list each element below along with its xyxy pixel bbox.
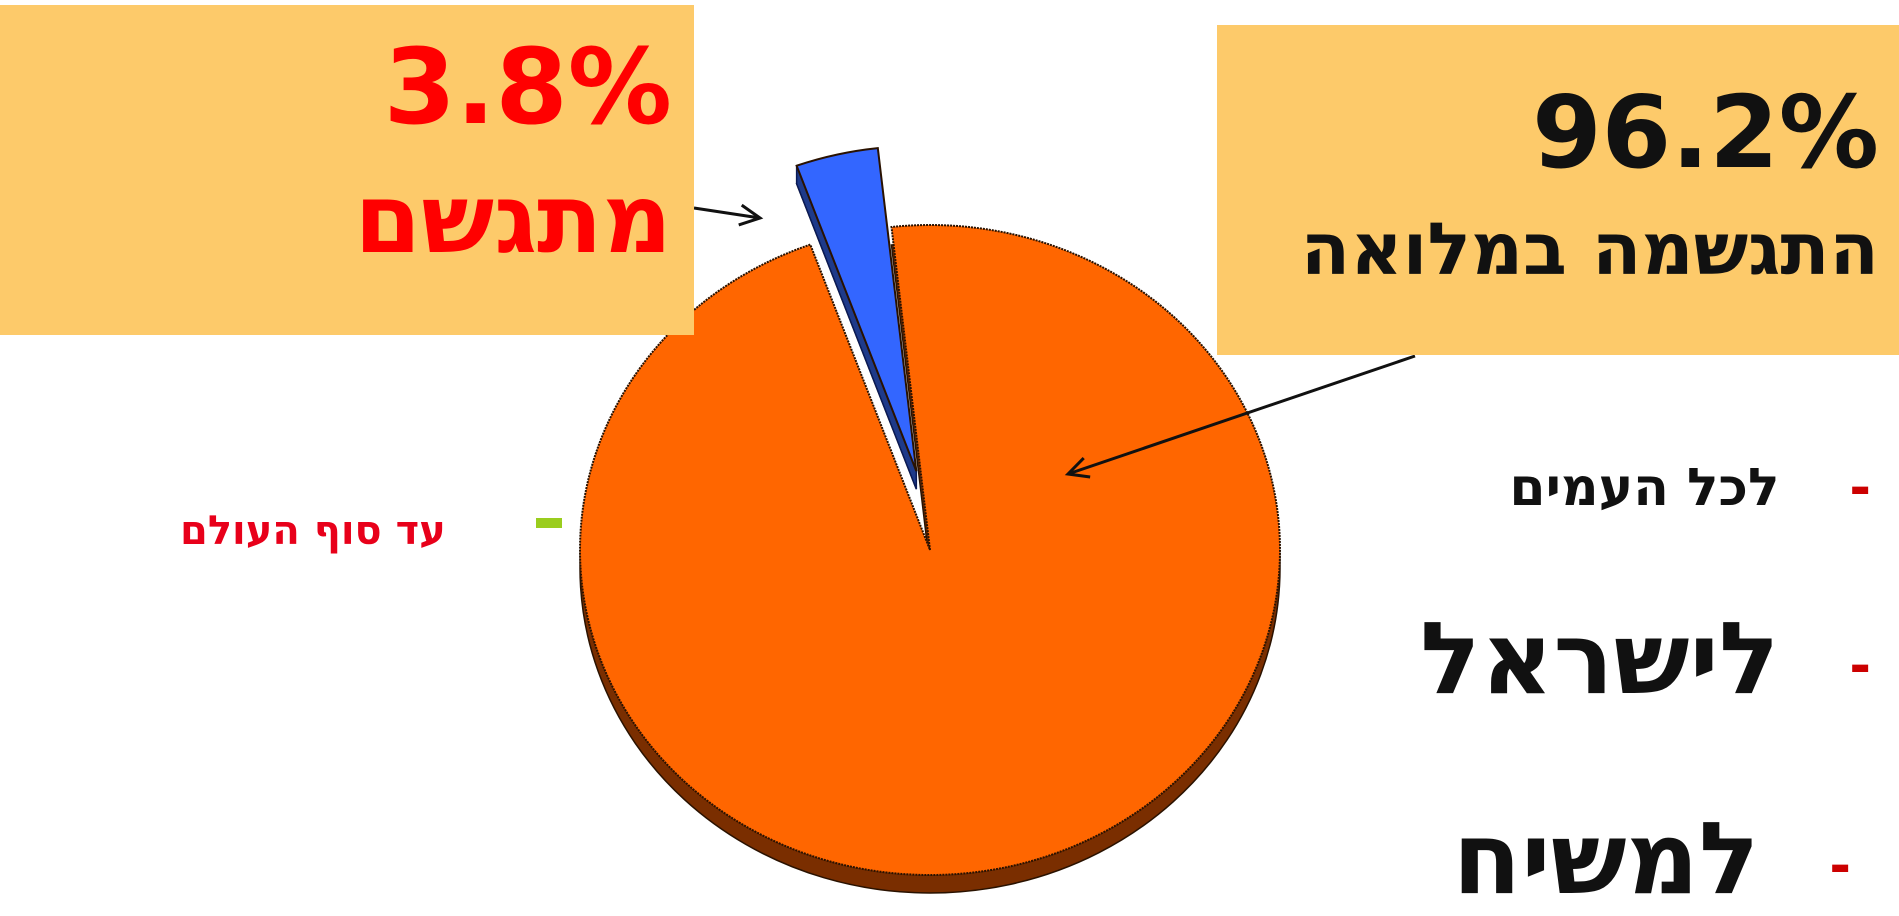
large-slice-caption: התגשמה במלואה xyxy=(1300,207,1879,291)
bullet-item: - לישראל xyxy=(1420,600,1871,717)
pie-slice-1 xyxy=(579,224,1281,894)
bullet-item: - לכל העמים xyxy=(1509,458,1871,518)
arrow-layer xyxy=(693,203,1416,479)
pie-slice-0 xyxy=(795,147,918,490)
callout-small-slice: 3.8% מתגשם xyxy=(0,5,694,335)
callout-large-slice: 96.2% התגשמה במלואה xyxy=(1217,25,1899,355)
side-note: עד סוף העולם xyxy=(180,508,446,554)
side-note-marker xyxy=(536,518,562,528)
large-slice-percent-label: 96.2% xyxy=(1532,74,1879,191)
small-slice-percent-label: 3.8% xyxy=(383,26,672,148)
pie-slice-top xyxy=(795,147,918,472)
small-slice-leader-arrow xyxy=(693,203,764,227)
large-slice-leader-arrow xyxy=(1064,354,1416,479)
bullet-marker: - xyxy=(1829,835,1851,896)
pie-slice-top xyxy=(579,224,1281,876)
bullet-marker: - xyxy=(1849,635,1871,696)
bullet-text: לכל העמים xyxy=(1509,458,1780,518)
bullet-marker: - xyxy=(1849,458,1871,518)
bullet-text: לישראל xyxy=(1420,600,1780,717)
pie-layer xyxy=(579,147,1281,894)
bullet-text: למשיח xyxy=(1452,800,1760,916)
bullet-item: - למשיח xyxy=(1453,800,1851,916)
small-slice-caption: מתגשם xyxy=(354,163,672,275)
